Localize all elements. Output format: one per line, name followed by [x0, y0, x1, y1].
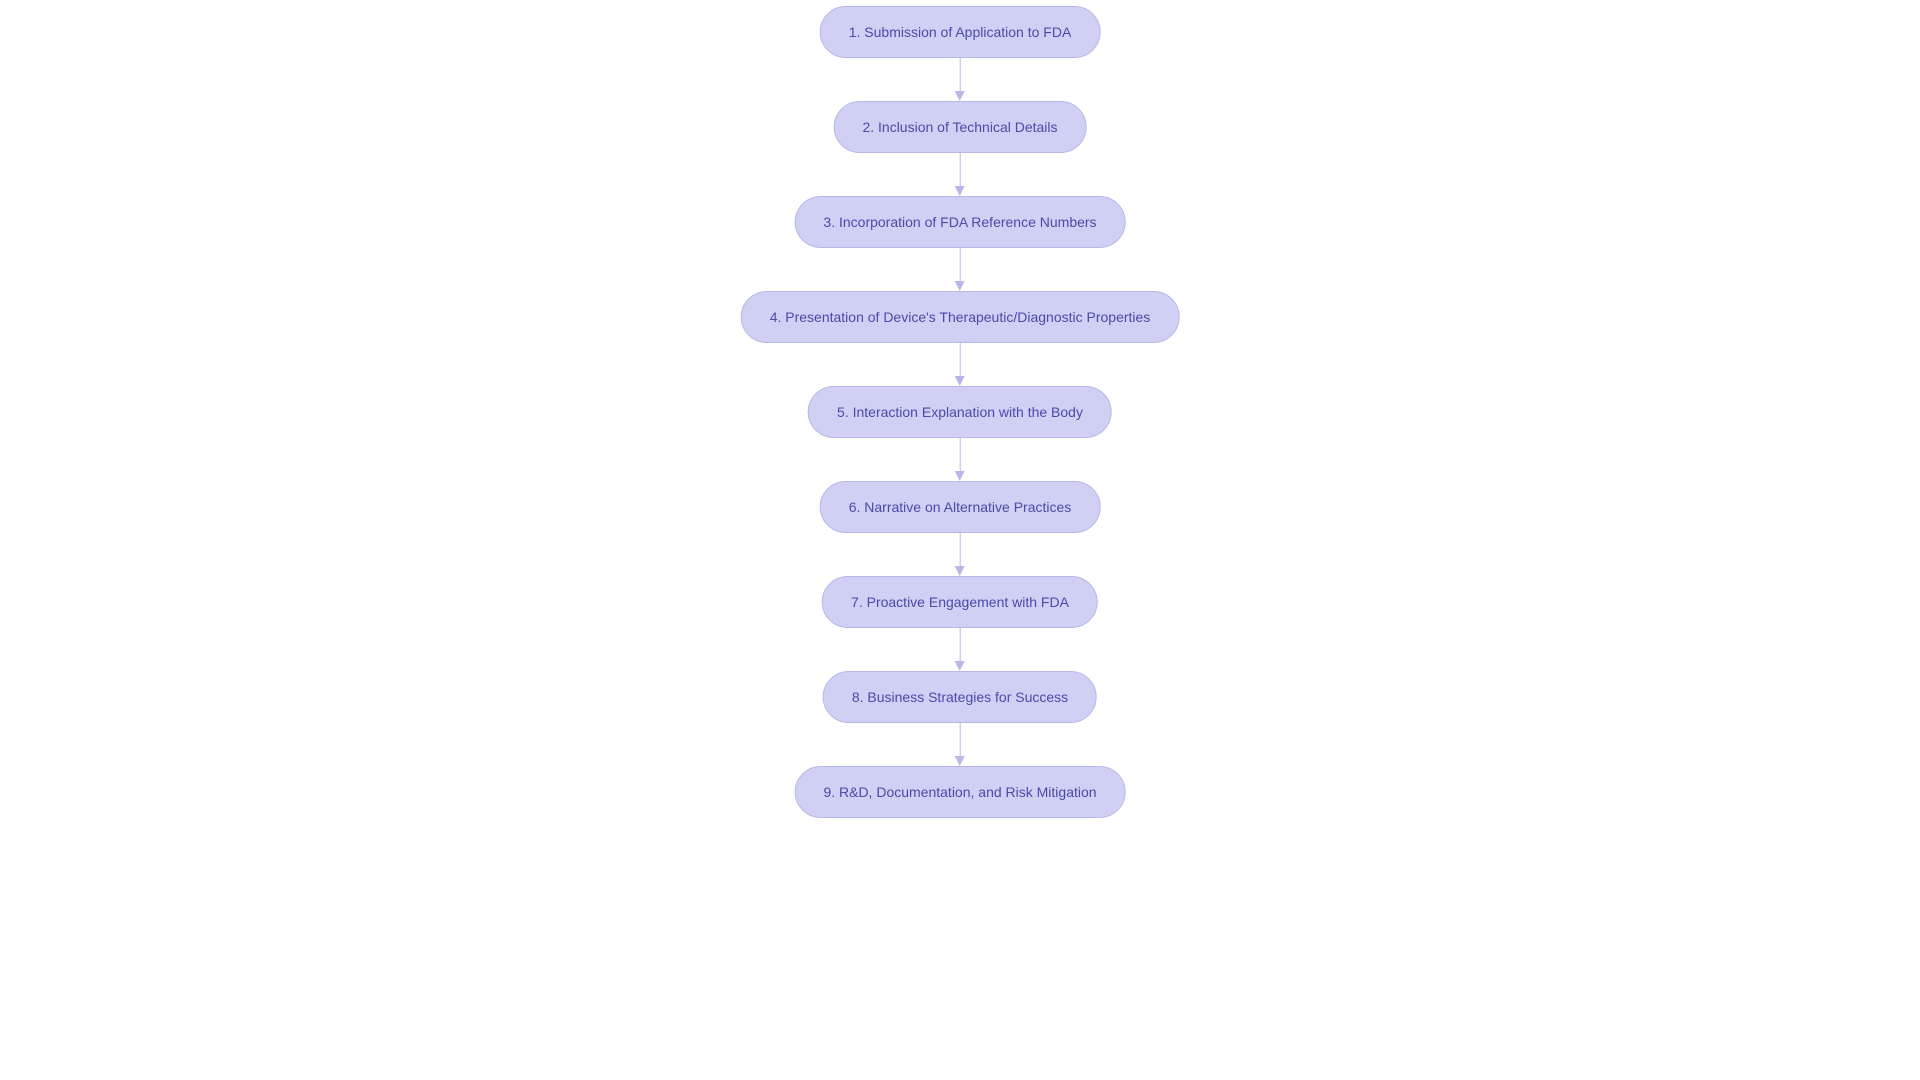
flowchart-container: 1. Submission of Application to FDA 2. I… — [741, 6, 1180, 818]
flowchart-node-2: 2. Inclusion of Technical Details — [833, 101, 1086, 153]
flowchart-node-1: 1. Submission of Application to FDA — [820, 6, 1101, 58]
flowchart-node-3: 3. Incorporation of FDA Reference Number… — [794, 196, 1125, 248]
flowchart-node-7: 7. Proactive Engagement with FDA — [822, 576, 1098, 628]
flowchart-node-4: 4. Presentation of Device's Therapeutic/… — [741, 291, 1180, 343]
flowchart-node-6: 6. Narrative on Alternative Practices — [820, 481, 1101, 533]
flowchart-node-9: 9. R&D, Documentation, and Risk Mitigati… — [794, 766, 1125, 818]
flowchart-node-5: 5. Interaction Explanation with the Body — [808, 386, 1112, 438]
flowchart-node-8: 8. Business Strategies for Success — [823, 671, 1097, 723]
